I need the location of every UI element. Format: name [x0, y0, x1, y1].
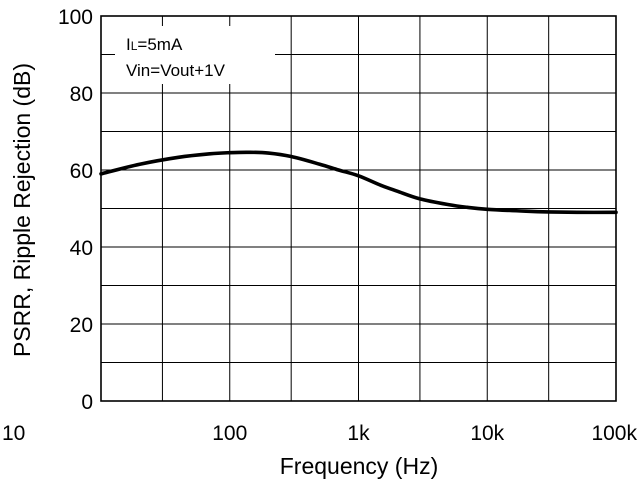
plot-frame — [100, 15, 617, 402]
annotation-box: IL=5mA Vin=Vout+1V — [115, 26, 275, 84]
annotation-voltage-condition: Vin=Vout+1V — [126, 61, 226, 80]
y-tick-label: 60 — [70, 160, 93, 183]
y-tick-label: 80 — [70, 83, 93, 106]
y-tick-label: 20 — [70, 314, 93, 337]
x-tick-label: 10 — [2, 422, 25, 445]
y-axis-title: PSRR, Ripple Rejection (dB) — [9, 63, 35, 357]
tick-labels: 10 100 1k 10k 100k 0 20 40 60 80 100 — [2, 6, 637, 445]
y-tick-label: 100 — [58, 6, 93, 29]
x-tick-label: 10k — [470, 422, 504, 445]
y-tick-label: 40 — [70, 237, 93, 260]
x-tick-label: 1k — [347, 422, 370, 445]
x-tick-label: 100 — [212, 422, 247, 445]
annotation-load-current: IL=5mA — [126, 35, 183, 54]
grid-lines — [100, 15, 617, 402]
psrr-curve — [99, 150, 618, 215]
y-tick-label: 0 — [81, 391, 93, 414]
x-tick-label: 100k — [591, 422, 637, 445]
annotation-background — [115, 26, 275, 84]
x-axis-title: Frequency (Hz) — [280, 453, 438, 479]
